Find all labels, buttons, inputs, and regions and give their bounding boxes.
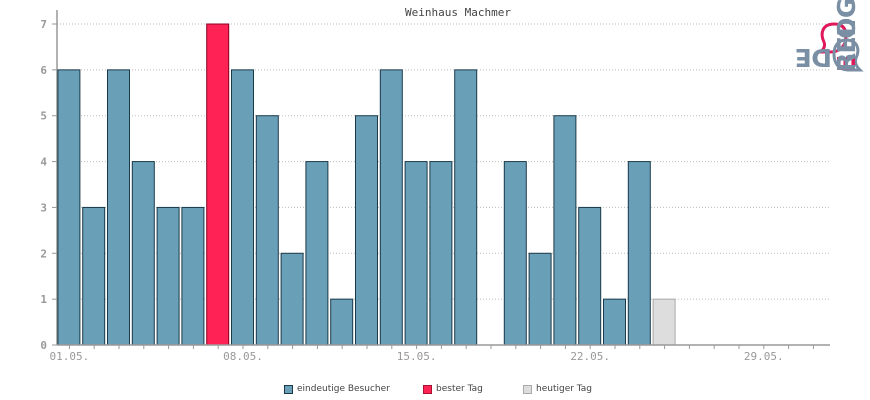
bar [255,115,279,346]
y-tick-label: 4 [40,156,47,169]
legend-label-visitors: eindeutige Besucher [297,384,390,394]
bar [82,206,106,346]
legend-item-today: heutiger Tag [523,384,592,394]
y-axis: 0 1 2 3 4 5 6 7 [40,10,58,352]
x-tick-label: 01.05. [50,350,90,363]
y-tick-label: 1 [40,293,47,306]
legend-label-today: heutiger Tag [536,384,593,394]
bar [454,69,478,346]
bar [107,69,130,346]
bar [57,69,81,346]
bars [57,23,676,346]
bar [379,69,403,346]
x-tick-label: 22.05. [570,350,610,363]
bloggerei-logo-icon [819,22,864,72]
y-tick-label: 6 [40,64,47,77]
y-tick-label: 5 [40,110,47,123]
bar [404,161,428,346]
bar [181,206,205,346]
x-tick-label: 08.05. [223,350,263,363]
legend-item-visitors: eindeutige Besucher [284,384,390,394]
y-tick-label: 2 [40,247,47,260]
bar [355,115,378,346]
logo-tld: DE [795,43,832,72]
bar [156,206,180,346]
bar [131,161,155,346]
bar [603,298,626,346]
y-tick-label: 0 [40,339,47,352]
legend-item-best-day: bester Tag [423,384,483,394]
bar [330,298,354,346]
y-tick-label: 3 [40,201,47,214]
legend-swatch-visitors [284,384,293,394]
bar [305,161,329,346]
x-tick-label: 29.05. [744,350,784,363]
bar [553,115,577,346]
bar-best-day [206,23,230,346]
bar [503,161,527,346]
chart-title: Weinhaus Machmer [405,6,511,19]
bar-today [652,298,676,346]
y-tick-label: 7 [40,18,47,31]
bar [280,252,304,346]
legend-swatch-best-day [423,384,432,394]
legend-label-best-day: bester Tag [436,384,483,394]
x-axis: 01.05. 08.05. 15.05. 22.05. 29.05. [50,344,830,363]
bar [627,161,651,346]
legend: eindeutige Besucher bester Tag heutiger … [0,384,870,400]
bar [429,161,453,346]
bar [231,69,254,346]
x-tick-label: 15.05. [397,350,437,363]
bar [578,206,602,346]
bar [528,252,552,346]
legend-swatch-today [523,384,532,394]
